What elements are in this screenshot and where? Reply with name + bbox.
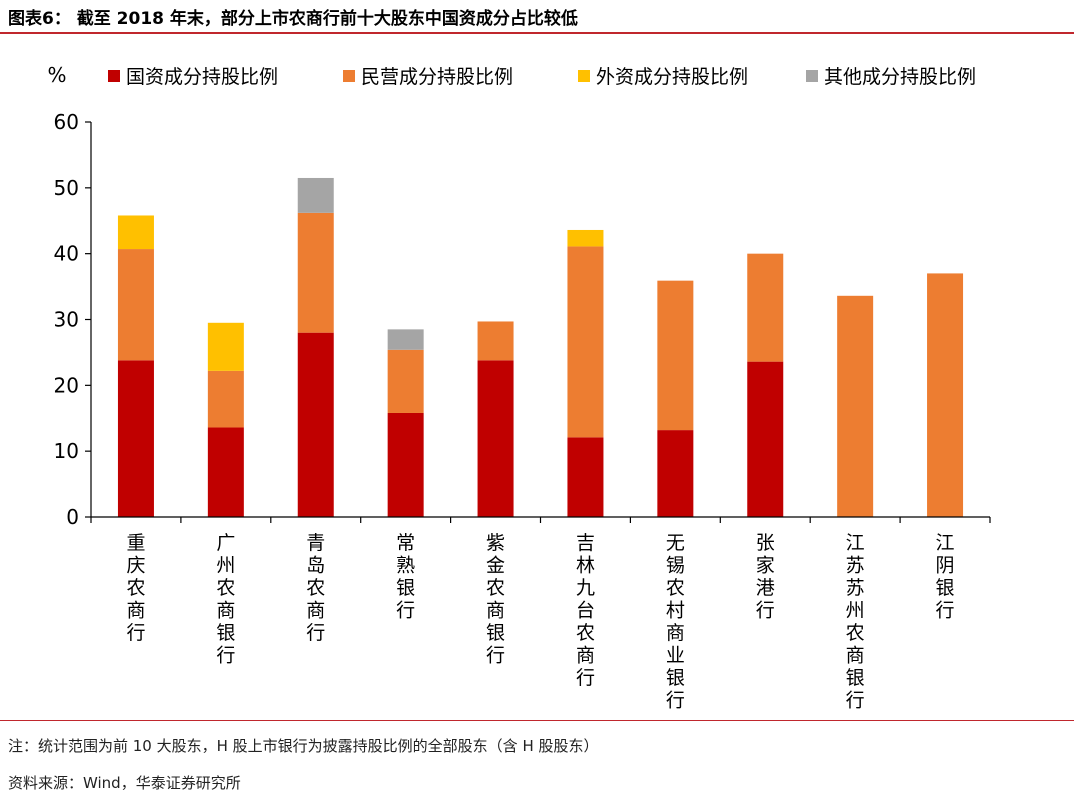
bar-segment-private [387,349,424,413]
x-tick-label: 吉林九台农商行 [576,532,595,689]
bar-segment-private [477,321,514,361]
y-tick-label: 30 [54,308,79,332]
bar-segment-state [387,412,424,517]
bar-segment-state [657,430,694,517]
y-axis: 0 10 20 30 40 50 60 [54,110,92,529]
legend-swatch [108,70,120,82]
footer-rule [0,720,1074,721]
bar-segment-state [747,361,784,517]
y-tick-label: 20 [54,373,79,397]
bars [117,177,964,517]
title-rule [0,32,1074,34]
x-tick-label: 紫金农商银行 [486,532,505,667]
chart-legend: 国资成分持股比例 民营成分持股比例 外资成分持股比例 其他成分持股比例 [108,66,976,88]
y-tick-label: 10 [54,439,79,463]
legend-swatch [343,70,355,82]
bar-segment-foreign [117,215,154,250]
x-axis: 重庆农商行 广州农商银行 青岛农商行 常熟银行 紫金农商银行 吉林九台农商行 无锡农村商业银… [90,516,991,712]
y-tick-label: 50 [54,176,79,200]
x-tick-label: 无锡农村商业银行 [666,532,685,712]
bar-segment-foreign [567,229,604,247]
bar-segment-state [567,437,604,517]
bar-segment-state [207,427,244,517]
bar-segment-private [207,370,244,428]
y-tick-label: 0 [66,505,79,529]
y-tick-label: 60 [54,110,79,134]
x-tick-label: 广州农商银行 [216,532,235,667]
bar-segment-private [657,280,694,431]
stacked-bar-chart: 国资成分持股比例 民营成分持股比例 外资成分持股比例 其他成分持股比例 % 0 10 20… [47,63,991,712]
x-tick-label: 重庆农商行 [126,532,145,644]
bar-segment-private [747,253,784,362]
bar-segment-private [297,212,334,333]
bar-segment-other [387,329,424,350]
legend-label: 民营成分持股比例 [361,66,513,88]
bar-segment-state [117,360,154,517]
legend-swatch [578,70,590,82]
legend-swatch [806,70,818,82]
x-tick-label: 江阴银行 [936,532,955,622]
legend-label: 外资成分持股比例 [596,66,748,88]
bar-segment-private [927,273,964,517]
bar-segment-private [567,246,604,438]
x-tick-label: 张家港行 [756,532,775,622]
y-tick-label: 40 [54,242,79,266]
bar-segment-foreign [207,322,244,371]
y-axis-unit-label: % [47,63,66,87]
figure-title: 图表6： 截至 2018 年末，部分上市农商行前十大股东中国资成分占比较低 [8,9,578,29]
bar-segment-private [837,295,874,517]
bar-segment-state [297,332,334,517]
x-tick-label: 江苏苏州农商银行 [846,532,865,712]
footnote: 注：统计范围为前 10 大股东，H 股上市银行为披露持股比例的全部股东（含 H … [8,737,599,755]
x-tick-label: 常熟银行 [396,532,415,622]
bar-segment-other [297,177,334,213]
bar-segment-state [477,360,514,517]
legend-label: 其他成分持股比例 [824,66,976,88]
source-note: 资料来源：Wind，华泰证券研究所 [8,774,241,792]
x-tick-label: 青岛农商行 [306,532,325,644]
legend-label: 国资成分持股比例 [126,66,278,88]
bar-segment-private [117,249,154,361]
